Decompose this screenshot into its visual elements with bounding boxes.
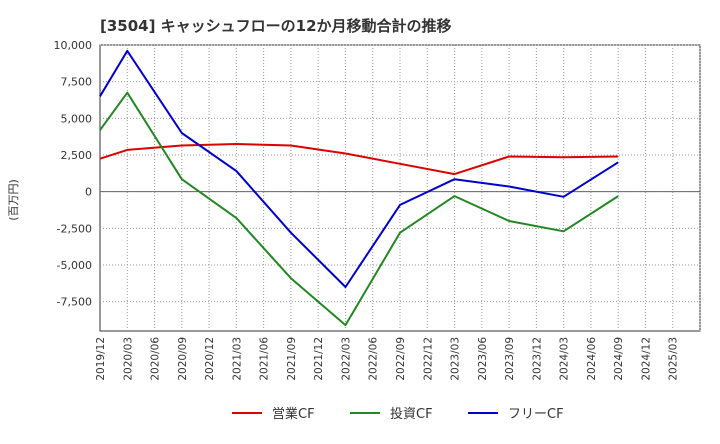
series-line [99, 91, 619, 327]
y-tick-label: -2,500 [57, 222, 92, 235]
y-tick-label: -7,500 [57, 296, 92, 309]
x-tick-label: 2021/09 [286, 337, 298, 381]
y-tick-label: 10,000 [54, 39, 93, 52]
x-tick-label: 2019/12 [95, 337, 107, 381]
legend-label: 営業CF [272, 406, 315, 422]
x-tick-label: 2024/12 [640, 337, 652, 381]
x-tick-label: 2020/06 [150, 337, 162, 381]
x-tick-label: 2021/12 [313, 337, 325, 381]
y-tick-label: 0 [85, 186, 92, 199]
legend-label: 投資CF [390, 406, 433, 422]
x-tick-label: 2021/03 [231, 337, 243, 381]
x-tick-label: 2024/06 [586, 337, 598, 381]
x-tick-label: 2022/12 [422, 337, 434, 381]
plot-frame [99, 44, 701, 332]
chart-title: [3504] キャッシュフローの12か月移動合計の推移 [100, 17, 452, 35]
x-tick-label: 2023/03 [450, 337, 462, 381]
x-tick-label: 2022/09 [395, 337, 407, 381]
y-tick-label: -5,000 [57, 259, 92, 272]
y-tick-label: 2,500 [61, 149, 93, 162]
series-line [99, 49, 619, 288]
series-line [99, 143, 619, 176]
x-tick-label: 2024/09 [613, 337, 625, 381]
x-tick-label: 2023/09 [504, 337, 516, 381]
y-axis-label: (百万円) [7, 179, 20, 221]
plot-area: 10,000 7,500 5,000 2,500 0 -2,500 -5,000 -7,500… [54, 39, 701, 381]
x-tick-label: 2025/03 [668, 337, 680, 381]
x-tick-label: 2020/12 [204, 337, 216, 381]
y-tick-label: 7,500 [61, 76, 93, 89]
x-tick-label: 2022/06 [368, 337, 380, 381]
y-tick-label: 5,000 [61, 112, 93, 125]
x-tick-label: 2022/03 [340, 337, 352, 381]
x-tick-label: 2021/06 [259, 337, 271, 381]
x-tick-label: 2023/06 [477, 337, 489, 381]
legend: 営業CF 投資CF フリーCF [232, 406, 564, 422]
x-tick-label: 2024/03 [559, 337, 571, 381]
x-tick-label: 2020/03 [122, 337, 134, 381]
x-tick-label: 2020/09 [177, 337, 189, 381]
legend-label: フリーCF [508, 407, 564, 422]
x-tick-label: 2023/12 [531, 337, 543, 381]
